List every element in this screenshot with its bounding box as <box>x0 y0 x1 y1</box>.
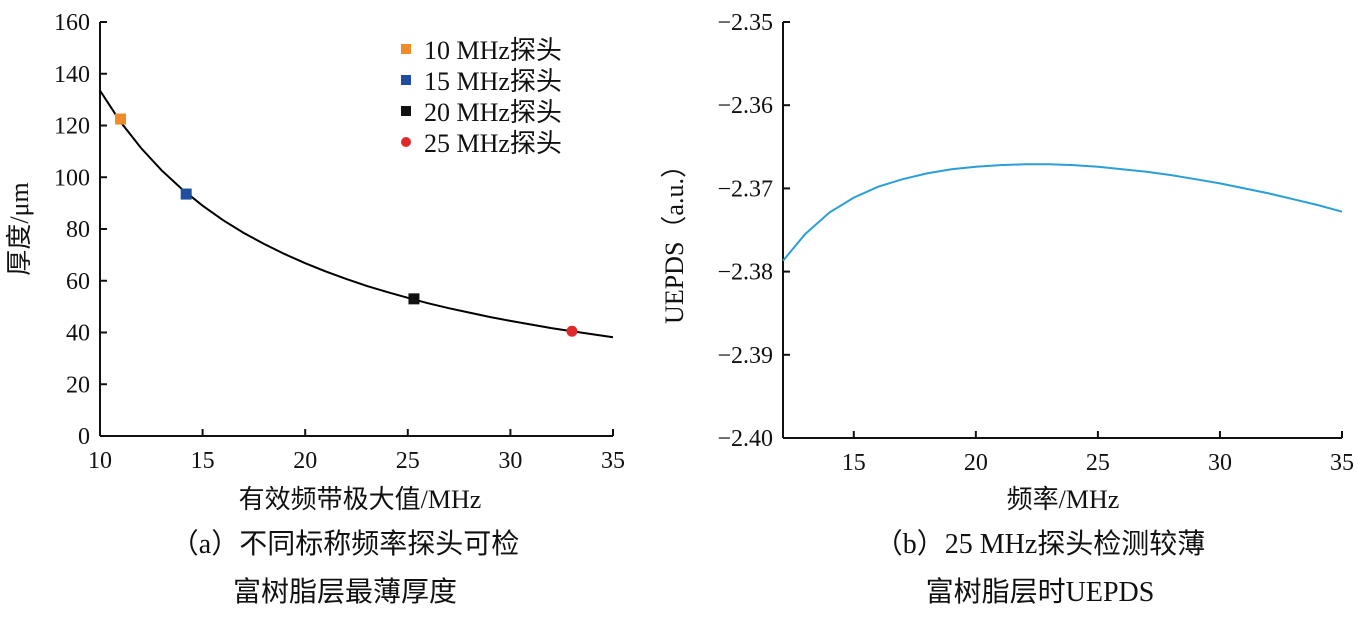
chart-b-x-tick-label: 25 <box>1086 450 1110 476</box>
legend-label-2: 20 MHz探头 <box>424 98 562 127</box>
chart-a-x-tick-label: 10 <box>88 448 112 474</box>
chart-b-uepds: 15 20 25 30 35 −2.35 −2.36 −2.37 −2.38 −2.39 −2.40… <box>660 10 1354 514</box>
chart-b-x-tick-label: 20 <box>964 450 988 476</box>
chart-a-x-axis-title: 有效频带极大值/MHz <box>239 485 482 514</box>
chart-a-y-tick-label: 60 <box>66 269 90 295</box>
chart-b-y-tick-label: −2.38 <box>717 260 773 286</box>
caption-b: （b）25 MHz探头检测较薄 富树脂层时UEPDS <box>760 521 1320 617</box>
caption-a: （a）不同标称频率探头可检 富树脂层最薄厚度 <box>60 521 630 617</box>
chart-a-x-tick-label: 35 <box>601 448 625 474</box>
legend-marker-1 <box>401 75 411 85</box>
chart-a-y-tick-label: 20 <box>66 372 90 398</box>
chart-b-y-tick-label: −2.36 <box>717 93 773 119</box>
chart-b-x-tick-label: 35 <box>1330 450 1354 476</box>
legend-marker-0 <box>401 44 411 54</box>
chart-a-point-3 <box>566 325 578 337</box>
legend-marker-3 <box>401 137 411 147</box>
caption-b-line2: 富树脂层时UEPDS <box>925 577 1155 608</box>
legend-label-1: 15 MHz探头 <box>424 67 562 96</box>
chart-a-y-tick-label: 80 <box>66 217 90 243</box>
legend-marker-2 <box>401 106 411 116</box>
chart-b-y-axis-title: UEPDS（a.u.） <box>660 152 689 324</box>
chart-b-x-tick-label: 30 <box>1208 450 1232 476</box>
caption-a-line1: （a）不同标称频率探头可检 <box>170 529 520 560</box>
chart-b-y-tick-label: −2.40 <box>717 426 773 452</box>
legend-label-0: 10 MHz探头 <box>424 36 562 65</box>
chart-b-series-line <box>782 163 1343 262</box>
chart-b-y-tick-label: −2.37 <box>717 176 773 202</box>
chart-a-y-tick-label: 0 <box>78 424 90 450</box>
chart-a-thickness: 10 15 20 25 30 35 0 20 40 60 80 100 120 140 160 10 MHz… <box>5 10 625 514</box>
caption-b-line1: （b）25 MHz探头检测较薄 <box>874 529 1206 560</box>
chart-a-x-tick-label: 30 <box>498 448 522 474</box>
chart-b-x-axis-title: 频率/MHz <box>1007 485 1120 514</box>
chart-a-y-tick-label: 120 <box>54 114 90 140</box>
chart-a-point-0 <box>115 113 127 125</box>
chart-a-x-tick-label: 25 <box>396 448 420 474</box>
chart-a-fit-curve <box>99 90 614 339</box>
chart-b-y-tick-label: −2.35 <box>717 10 773 36</box>
chart-a-point-1 <box>180 188 192 200</box>
chart-a-y-tick-label: 100 <box>54 165 90 191</box>
chart-a-y-tick-label: 40 <box>66 321 90 347</box>
caption-a-line2: 富树脂层最薄厚度 <box>232 577 457 608</box>
chart-b-x-tick-label: 15 <box>842 450 866 476</box>
legend-label-3: 25 MHz探头 <box>424 129 562 158</box>
chart-a-y-axis-title: 厚度/μm <box>5 182 34 275</box>
chart-a-x-tick-label: 15 <box>191 448 215 474</box>
chart-a-point-2 <box>408 293 420 305</box>
chart-a-x-tick-label: 20 <box>293 448 317 474</box>
chart-a-y-tick-label: 160 <box>54 10 90 36</box>
chart-b-y-tick-label: −2.39 <box>717 343 773 369</box>
chart-a-y-tick-label: 140 <box>54 62 90 88</box>
